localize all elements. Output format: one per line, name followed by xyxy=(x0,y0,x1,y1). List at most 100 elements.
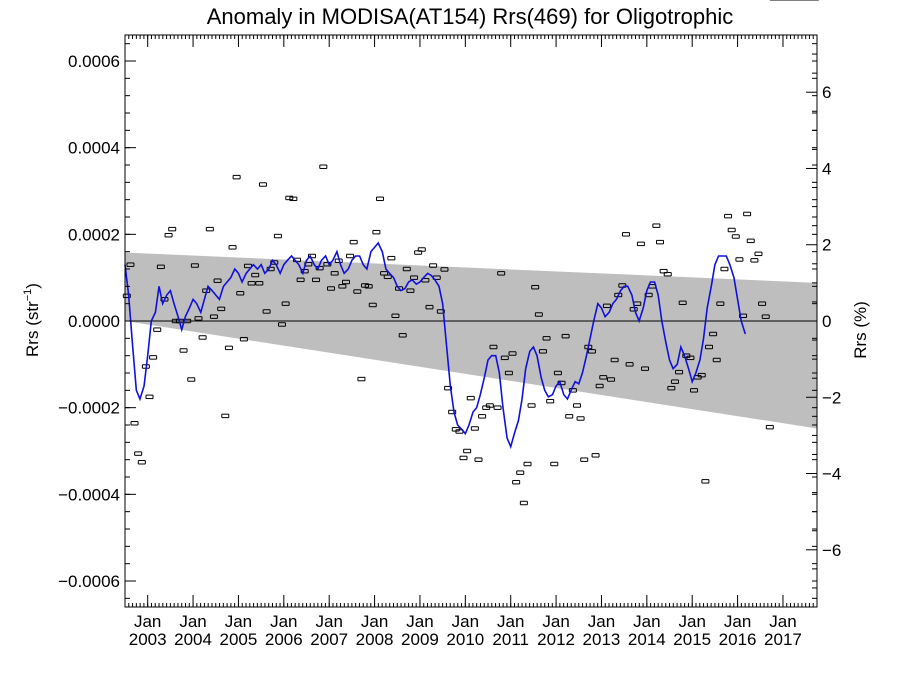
x-tick-month: Jan xyxy=(134,612,161,631)
data-point xyxy=(512,479,521,485)
x-tick-month: Jan xyxy=(724,612,751,631)
x-tick-year: 2006 xyxy=(265,630,303,649)
y2-tick-label: −2 xyxy=(822,388,841,407)
data-point xyxy=(406,288,415,293)
data-point xyxy=(606,377,615,382)
x-tick-year: 2013 xyxy=(583,630,621,649)
data-point xyxy=(466,395,475,401)
data-point xyxy=(236,291,245,296)
data-point xyxy=(164,232,173,238)
y2-tick-label: 6 xyxy=(822,83,831,102)
y-tick-label: 0.0006 xyxy=(68,52,120,71)
data-point xyxy=(463,448,472,454)
y2-tick-label: −6 xyxy=(822,541,841,560)
x-tick-month: Jan xyxy=(315,612,342,631)
data-point xyxy=(289,196,298,202)
data-point xyxy=(572,403,581,408)
data-point xyxy=(595,383,604,389)
data-point xyxy=(542,336,551,341)
data-point xyxy=(493,405,502,410)
data-point xyxy=(655,239,664,245)
data-point xyxy=(701,479,710,484)
data-point xyxy=(213,278,222,283)
y-tick-label: 0.0000 xyxy=(68,312,120,331)
data-point xyxy=(576,416,585,421)
data-point xyxy=(364,284,373,289)
smoothed-anomaly-line xyxy=(124,241,747,450)
data-point xyxy=(228,245,237,250)
data-point xyxy=(383,274,392,280)
data-point xyxy=(209,314,218,319)
data-point xyxy=(224,345,233,351)
data-points xyxy=(122,0,819,506)
data-point xyxy=(232,174,241,180)
data-point xyxy=(743,211,752,217)
y2-tick-label: 2 xyxy=(822,236,831,255)
x-tick-month: Jan xyxy=(679,612,706,631)
y2-axis-label: Rrs (%) xyxy=(851,301,870,359)
data-point xyxy=(712,357,721,363)
y-tick-label: 0.0004 xyxy=(68,139,120,158)
data-point xyxy=(550,461,559,467)
data-point xyxy=(346,253,355,259)
data-point xyxy=(667,385,676,391)
data-point xyxy=(398,333,407,338)
data-point xyxy=(497,271,506,276)
data-point xyxy=(187,377,196,382)
data-point xyxy=(145,394,154,400)
data-point xyxy=(758,301,767,306)
data-point xyxy=(720,266,729,272)
data-point xyxy=(451,427,460,432)
y-axis-right: −6 −4 −2 0 2 4 6 xyxy=(806,53,841,589)
data-point xyxy=(652,223,661,228)
data-point xyxy=(341,279,350,285)
y-tick-label: −0.0002 xyxy=(58,399,120,418)
x-tick-month: Jan xyxy=(361,612,388,631)
data-point xyxy=(190,263,199,268)
data-point xyxy=(130,421,139,426)
data-point xyxy=(663,271,672,277)
data-point xyxy=(281,301,290,306)
data-point xyxy=(478,414,487,419)
data-point xyxy=(727,227,736,233)
data-point xyxy=(678,300,687,306)
data-point xyxy=(149,355,158,360)
data-point xyxy=(599,375,608,380)
y-axis-left: −0.0006 −0.0004 −0.0002 0.0000 0.0002 0.0004 0… xyxy=(58,43,817,599)
data-point xyxy=(357,376,366,382)
data-point xyxy=(538,349,547,354)
x-tick-month: Jan xyxy=(406,612,433,631)
data-point xyxy=(459,455,468,461)
data-point xyxy=(602,303,611,309)
x-tick-year: 2012 xyxy=(537,630,575,649)
data-point xyxy=(251,272,260,278)
x-tick-year: 2010 xyxy=(446,630,484,649)
trend-confidence-band xyxy=(125,252,817,429)
data-point xyxy=(273,233,282,239)
data-point xyxy=(561,333,570,339)
data-point xyxy=(153,327,162,332)
data-point xyxy=(641,366,650,371)
data-point xyxy=(523,461,532,467)
data-point xyxy=(417,247,426,252)
data-point xyxy=(618,283,627,288)
data-point xyxy=(489,344,498,350)
data-point xyxy=(296,277,305,283)
y2-tick-label: −4 xyxy=(822,465,841,484)
data-point xyxy=(425,304,434,310)
x-tick-year: 2011 xyxy=(492,630,529,649)
data-point xyxy=(292,257,301,263)
x-tick-year: 2007 xyxy=(310,630,348,649)
data-point xyxy=(474,457,483,462)
data-point xyxy=(470,426,479,431)
data-point xyxy=(610,357,619,363)
data-point xyxy=(361,283,370,288)
data-point xyxy=(686,355,695,361)
data-point xyxy=(709,331,718,337)
x-tick-year: 2005 xyxy=(220,630,258,649)
data-point xyxy=(205,226,214,232)
x-tick-month: Jan xyxy=(633,612,660,631)
data-point xyxy=(217,306,226,312)
x-tick-month: Jan xyxy=(588,612,615,631)
data-point xyxy=(697,372,706,378)
